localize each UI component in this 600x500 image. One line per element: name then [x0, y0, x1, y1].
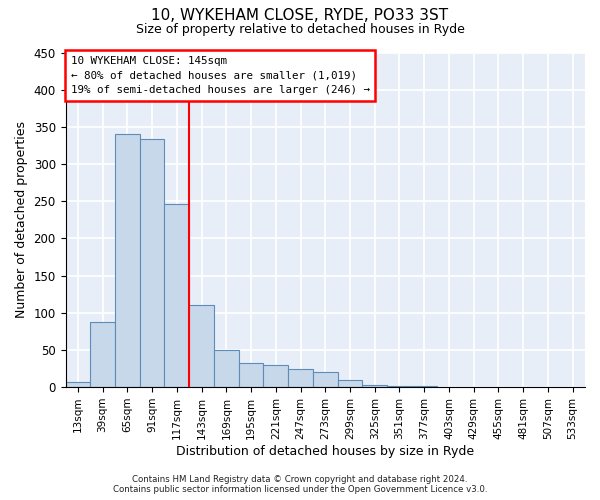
- Bar: [65, 382, 90, 387]
- Text: 10 WYKEHAM CLOSE: 145sqm
← 80% of detached houses are smaller (1,019)
19% of sem: 10 WYKEHAM CLOSE: 145sqm ← 80% of detach…: [71, 56, 370, 96]
- Bar: [140, 140, 164, 387]
- Bar: [214, 350, 239, 387]
- Text: 10, WYKEHAM CLOSE, RYDE, PO33 3ST: 10, WYKEHAM CLOSE, RYDE, PO33 3ST: [151, 8, 449, 22]
- Bar: [239, 364, 263, 387]
- Text: Contains HM Land Registry data © Crown copyright and database right 2024.
Contai: Contains HM Land Registry data © Crown c…: [113, 474, 487, 494]
- Bar: [412, 386, 437, 387]
- Bar: [164, 204, 189, 387]
- Text: Size of property relative to detached houses in Ryde: Size of property relative to detached ho…: [136, 22, 464, 36]
- Bar: [362, 385, 387, 387]
- Bar: [313, 372, 338, 387]
- Bar: [387, 386, 412, 387]
- Bar: [338, 380, 362, 387]
- Bar: [288, 368, 313, 387]
- Y-axis label: Number of detached properties: Number of detached properties: [15, 122, 28, 318]
- Bar: [115, 134, 140, 387]
- Bar: [263, 365, 288, 387]
- Bar: [90, 322, 115, 387]
- Bar: [189, 306, 214, 387]
- X-axis label: Distribution of detached houses by size in Ryde: Distribution of detached houses by size …: [176, 444, 475, 458]
